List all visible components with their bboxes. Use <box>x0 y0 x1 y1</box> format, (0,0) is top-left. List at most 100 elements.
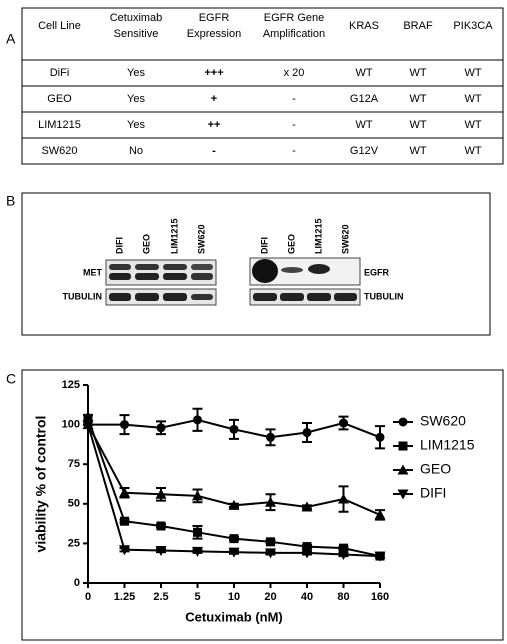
table-cell: WT <box>464 119 481 131</box>
marker <box>339 543 348 553</box>
y-tick-label: 75 <box>68 458 80 470</box>
marker <box>375 432 385 442</box>
marker <box>120 420 129 430</box>
y-axis-label: viability % of control <box>33 416 49 553</box>
marker <box>155 546 167 557</box>
table-cell: - <box>292 93 296 105</box>
table-cell: LIM1215 <box>38 119 81 131</box>
table-cell: WT <box>409 67 426 79</box>
table-cell: DiFi <box>50 67 70 79</box>
x-tick-label: 40 <box>301 591 313 603</box>
legend-marker <box>397 464 409 475</box>
marker <box>301 501 313 512</box>
table-header: Cell Line <box>38 20 81 32</box>
marker <box>374 509 386 520</box>
marker <box>229 424 239 434</box>
x-axis-label: Cetuximab (nM) <box>185 609 283 624</box>
table-cell: GEO <box>47 93 72 105</box>
marker <box>266 432 275 442</box>
table-header: PIK3CA <box>453 20 493 32</box>
table-cell: WT <box>355 67 372 79</box>
marker <box>119 487 130 498</box>
table-cell: + <box>211 93 217 105</box>
table-cell: WT <box>464 93 481 105</box>
table-cell: WT <box>355 119 372 131</box>
lane-label: LIM1215 <box>313 218 323 254</box>
legend-marker <box>397 489 409 500</box>
blot-target: TUBULIN <box>63 291 103 301</box>
lane-label: DIFI <box>259 237 269 254</box>
marker <box>192 546 203 557</box>
table-cell: ++ <box>208 119 221 131</box>
table-cell: - <box>212 145 216 157</box>
legend-marker <box>398 417 408 427</box>
table-header: Amplification <box>263 28 325 40</box>
legend-label: SW620 <box>420 413 466 429</box>
legend-label: DIFI <box>420 485 446 501</box>
marker <box>228 547 240 558</box>
y-tick-label: 25 <box>68 537 80 549</box>
marker <box>119 545 130 556</box>
marker <box>193 415 202 425</box>
y-tick-label: 50 <box>68 498 80 510</box>
lane-label: DIFI <box>114 237 124 254</box>
marker <box>302 428 312 438</box>
marker <box>192 490 203 501</box>
legend-marker <box>398 441 408 451</box>
table-cell: G12V <box>350 145 379 157</box>
table-cell: Yes <box>127 93 145 105</box>
marker <box>302 542 312 552</box>
table-cell: WT <box>409 145 426 157</box>
marker <box>374 551 386 562</box>
table-cell: G12A <box>350 93 379 105</box>
marker <box>120 516 129 526</box>
marker <box>338 493 349 504</box>
table-header: EGFR <box>199 12 230 24</box>
y-tick-label: 125 <box>62 379 80 391</box>
x-tick-label: 160 <box>371 591 389 603</box>
marker <box>193 527 202 537</box>
marker <box>265 496 276 507</box>
table-cell: x 20 <box>284 67 305 79</box>
table-cell: Yes <box>127 119 145 131</box>
table-cell: +++ <box>204 67 223 79</box>
table-header: Expression <box>187 28 241 40</box>
marker <box>338 549 349 560</box>
marker <box>266 537 275 547</box>
x-tick-label: 0 <box>85 591 91 603</box>
legend-label: LIM1215 <box>420 437 475 453</box>
marker <box>156 521 166 531</box>
lane-label: GEO <box>286 234 296 254</box>
marker <box>155 488 167 499</box>
x-tick-label: 80 <box>337 591 349 603</box>
x-tick-label: 5 <box>194 591 200 603</box>
marker <box>301 548 313 559</box>
lane-label: LIM1215 <box>169 218 179 254</box>
blot-right-bands <box>249 257 361 306</box>
table-header: EGFR Gene <box>264 12 325 24</box>
panel-label: B <box>6 193 15 209</box>
panel-c-frame <box>21 369 504 641</box>
marker <box>339 418 348 428</box>
table-cell: No <box>129 145 143 157</box>
y-tick-label: 100 <box>62 419 80 431</box>
blot-left-bands <box>105 259 217 306</box>
marker <box>228 499 240 510</box>
lane-label: SW620 <box>196 224 206 254</box>
table-cell: WT <box>409 93 426 105</box>
legend-label: GEO <box>420 461 451 477</box>
marker <box>83 413 93 423</box>
table-cell: SW620 <box>41 145 77 157</box>
table-cell: Yes <box>127 67 145 79</box>
marker <box>82 420 94 431</box>
panel-label: A <box>6 31 16 47</box>
blot-target: MET <box>83 267 103 277</box>
panel-label: C <box>6 371 16 387</box>
table-cell: WT <box>464 67 481 79</box>
table-header: KRAS <box>349 20 379 32</box>
lane-label: GEO <box>141 234 151 254</box>
x-tick-label: 20 <box>264 591 276 603</box>
table-cell: WT <box>409 119 426 131</box>
marker <box>156 423 166 433</box>
